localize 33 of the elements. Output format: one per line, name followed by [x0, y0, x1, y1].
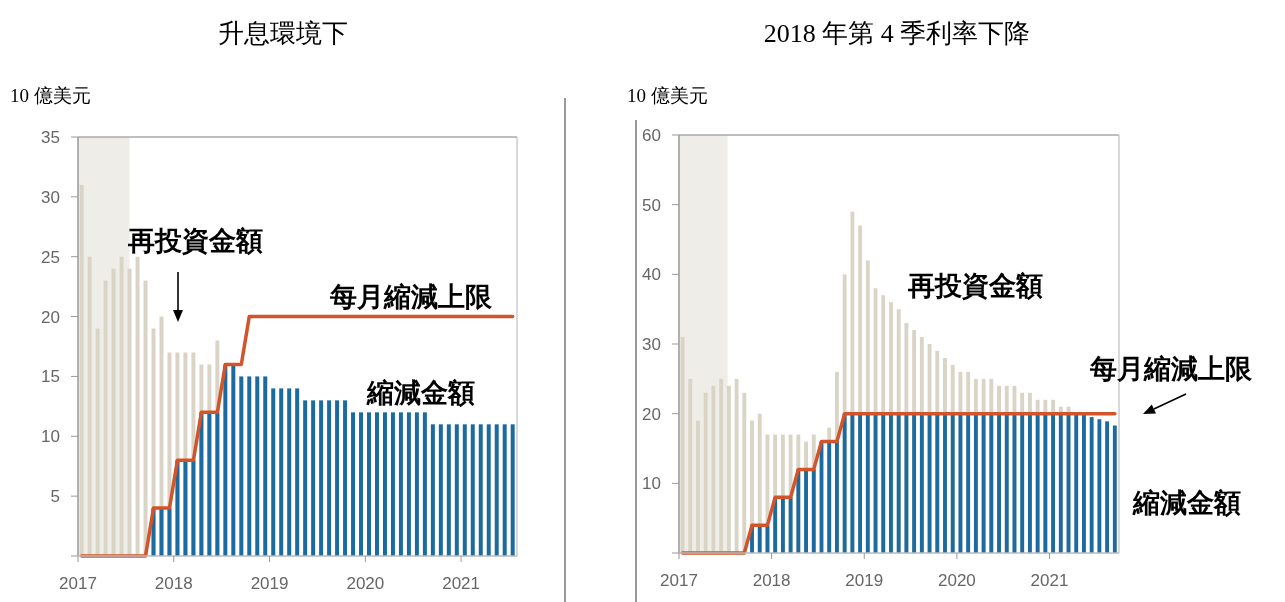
y-tick-label: 40	[642, 265, 661, 285]
y-axis-title: 10 億美元	[627, 85, 708, 106]
series-label: 再投資金額	[907, 271, 1043, 301]
y-tick-label: 20	[41, 307, 60, 327]
y-tick-label: 50	[642, 195, 661, 215]
x-tick-label: 2021	[442, 574, 481, 593]
x-tick-label: 2021	[1030, 571, 1069, 590]
x-tick-label: 2019	[250, 574, 289, 593]
y-tick-label: 35	[41, 128, 60, 147]
x-tick-label: 2018	[752, 571, 791, 590]
x-tick-label: 2019	[845, 571, 884, 590]
series-label: 再投資金額	[127, 226, 263, 256]
y-tick-label: 60	[642, 126, 661, 145]
y-tick-label: 30	[41, 187, 60, 207]
series-label: 縮減金額	[366, 378, 475, 408]
x-tick-label: 2017	[660, 571, 698, 590]
y-tick-label: 15	[41, 367, 60, 387]
chart-title: 2018 年第 4 季利率下降	[763, 19, 1031, 48]
chart-title: 升息環境下	[218, 19, 348, 48]
series-label: 每月縮減上限	[329, 282, 493, 312]
x-tick-label: 2018	[154, 574, 193, 593]
y-tick-label: 30	[642, 335, 661, 354]
series-label: 縮減金額	[1132, 488, 1241, 518]
y-axis-title: 10 億美元	[10, 85, 91, 106]
y-tick-label: 10	[41, 427, 60, 447]
x-tick-label: 2017	[59, 574, 97, 593]
x-tick-label: 2020	[937, 571, 976, 590]
x-tick-label: 2020	[346, 574, 385, 593]
y-tick-label: 5	[50, 487, 60, 507]
y-tick-label: 20	[642, 404, 661, 424]
y-tick-label: 25	[41, 247, 60, 267]
series-label: 每月縮減上限	[1089, 354, 1253, 384]
y-tick-label: 10	[642, 474, 661, 494]
